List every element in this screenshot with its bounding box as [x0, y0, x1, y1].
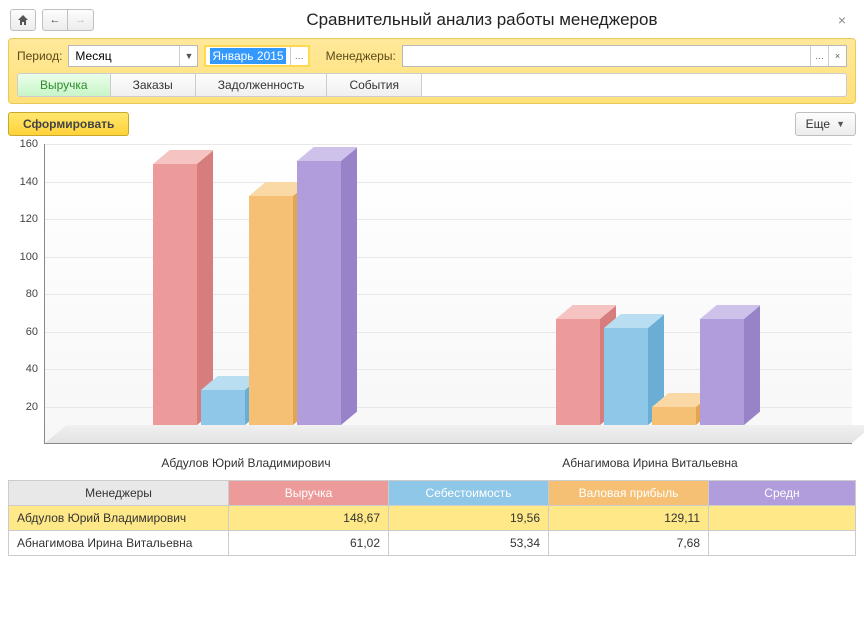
home-button[interactable]	[10, 9, 36, 31]
bar	[201, 390, 245, 425]
table-header-cell[interactable]: Себестоимость	[389, 481, 549, 506]
chart-bars	[45, 144, 852, 425]
table-cell: Абдулов Юрий Владимирович	[9, 506, 229, 531]
more-button[interactable]: Еще ▼	[795, 112, 856, 136]
chevron-down-icon: ▼	[836, 119, 845, 129]
back-button[interactable]: ←	[42, 9, 68, 31]
x-axis-labels: Абдулов Юрий ВладимировичАбнагимова Ирин…	[44, 456, 852, 470]
y-tick: 120	[20, 213, 38, 225]
forward-button[interactable]: →	[68, 9, 94, 31]
chart-plot	[44, 144, 852, 444]
chevron-down-icon[interactable]: ▼	[179, 46, 197, 66]
tab-0[interactable]: Выручка	[18, 74, 111, 96]
more-label: Еще	[806, 117, 830, 131]
period-select[interactable]: ▼	[68, 45, 198, 67]
table-cell: 19,56	[389, 506, 549, 531]
managers-label: Менеджеры:	[326, 49, 396, 63]
table-cell	[709, 506, 856, 531]
bar	[556, 319, 600, 425]
table-header-cell[interactable]: Выручка	[229, 481, 389, 506]
managers-clear-button[interactable]: ×	[828, 46, 846, 66]
date-value[interactable]: Январь 2015	[210, 48, 285, 64]
tab-2[interactable]: Задолженность	[196, 74, 328, 96]
bar	[604, 328, 648, 425]
bar	[249, 196, 293, 425]
top-bar: ← → Сравнительный анализ работы менеджер…	[0, 0, 864, 38]
managers-select[interactable]: … ×	[402, 45, 847, 67]
tab-3[interactable]: События	[327, 74, 422, 96]
tab-1[interactable]: Заказы	[111, 74, 196, 96]
metric-tabs: ВыручкаЗаказыЗадолженностьСобытия	[17, 73, 847, 97]
y-tick: 160	[20, 138, 38, 150]
action-row: Сформировать Еще ▼	[0, 104, 864, 144]
chart-group	[45, 144, 449, 425]
table-cell: 148,67	[229, 506, 389, 531]
bar	[297, 161, 341, 425]
page-title: Сравнительный анализ работы менеджеров	[100, 10, 824, 30]
table-cell: 129,11	[549, 506, 709, 531]
table-header-cell[interactable]: Менеджеры	[9, 481, 229, 506]
table-header-row: МенеджерыВыручкаСебестоимостьВаловая при…	[9, 481, 856, 506]
nav-buttons: ← →	[42, 9, 94, 31]
y-tick: 80	[26, 288, 38, 300]
table-row[interactable]: Абдулов Юрий Владимирович148,6719,56129,…	[9, 506, 856, 531]
table-header-cell[interactable]: Валовая прибыль	[549, 481, 709, 506]
y-tick: 140	[20, 176, 38, 188]
table-row[interactable]: Абнагимова Ирина Витальевна61,0253,347,6…	[9, 531, 856, 556]
chart-group	[449, 144, 853, 425]
period-label: Период:	[17, 49, 62, 63]
generate-button[interactable]: Сформировать	[8, 112, 129, 136]
y-tick: 100	[20, 251, 38, 263]
y-axis: 20406080100120140160	[8, 144, 42, 444]
filter-panel: Период: ▼ Январь 2015 … Менеджеры: … × В…	[8, 38, 856, 104]
x-label: Абнагимова Ирина Витальевна	[448, 456, 852, 470]
bar	[153, 164, 197, 425]
close-button[interactable]: ×	[830, 8, 854, 32]
table-header-cell[interactable]: Средн	[709, 481, 856, 506]
bar	[652, 407, 696, 425]
y-tick: 40	[26, 363, 38, 375]
data-table: МенеджерыВыручкаСебестоимостьВаловая при…	[8, 480, 856, 556]
table-cell: Абнагимова Ирина Витальевна	[9, 531, 229, 556]
bar	[700, 319, 744, 425]
table-body: Абдулов Юрий Владимирович148,6719,56129,…	[9, 506, 856, 556]
table-cell: 7,68	[549, 531, 709, 556]
managers-picker-button[interactable]: …	[810, 46, 828, 66]
managers-input[interactable]	[403, 46, 810, 66]
date-select[interactable]: Январь 2015 …	[204, 45, 309, 67]
table-cell: 53,34	[389, 531, 549, 556]
table-cell: 61,02	[229, 531, 389, 556]
table-cell	[709, 531, 856, 556]
y-tick: 20	[26, 401, 38, 413]
date-picker-button[interactable]: …	[290, 47, 308, 65]
x-label: Абдулов Юрий Владимирович	[44, 456, 448, 470]
y-tick: 60	[26, 326, 38, 338]
chart: 20406080100120140160 Абдулов Юрий Владим…	[8, 144, 856, 474]
chart-floor	[45, 425, 864, 443]
period-input[interactable]	[69, 46, 179, 66]
